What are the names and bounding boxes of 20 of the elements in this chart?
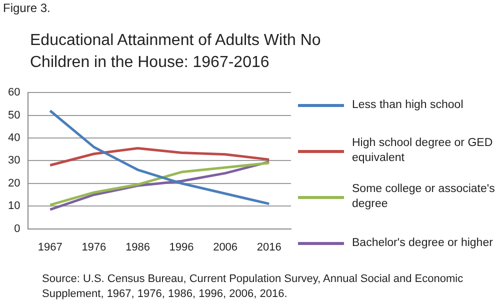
source-note: Source: U.S. Census Bureau, Current Population Survey, Annual Social and Economic Supplement, 1967, 1976, 1986, 1996, 2006, 2016.: [42, 272, 464, 302]
y-tick-label: 60: [8, 86, 20, 99]
x-tick-label: 1976: [82, 241, 106, 254]
y-tick-label: 50: [8, 109, 20, 122]
legend-label: Less than high school: [352, 98, 464, 112]
legend-label: Some college or associate's degree: [352, 182, 496, 212]
y-tick-label: 10: [8, 200, 20, 212]
legend-label: High school degree or GED equivalent: [352, 136, 494, 166]
y-tick-label: 0: [14, 222, 20, 235]
x-tick-label: 1986: [125, 241, 150, 254]
caption: Figure 3.: [3, 1, 50, 15]
y-tick-label: 30: [8, 154, 20, 167]
x-tick-label: 1967: [38, 241, 62, 254]
y-tick-label: 40: [8, 132, 20, 144]
x-tick-label: 1996: [169, 241, 194, 254]
legend-label: Bachelor's degree or higher: [352, 236, 494, 250]
chart-title: Educational Attainment of Adults With No Children in the House: 1967-2016: [30, 31, 322, 73]
y-tick-label: 20: [8, 177, 20, 190]
x-tick-label: 2006: [213, 241, 238, 254]
x-tick-label: 2016: [256, 241, 282, 254]
